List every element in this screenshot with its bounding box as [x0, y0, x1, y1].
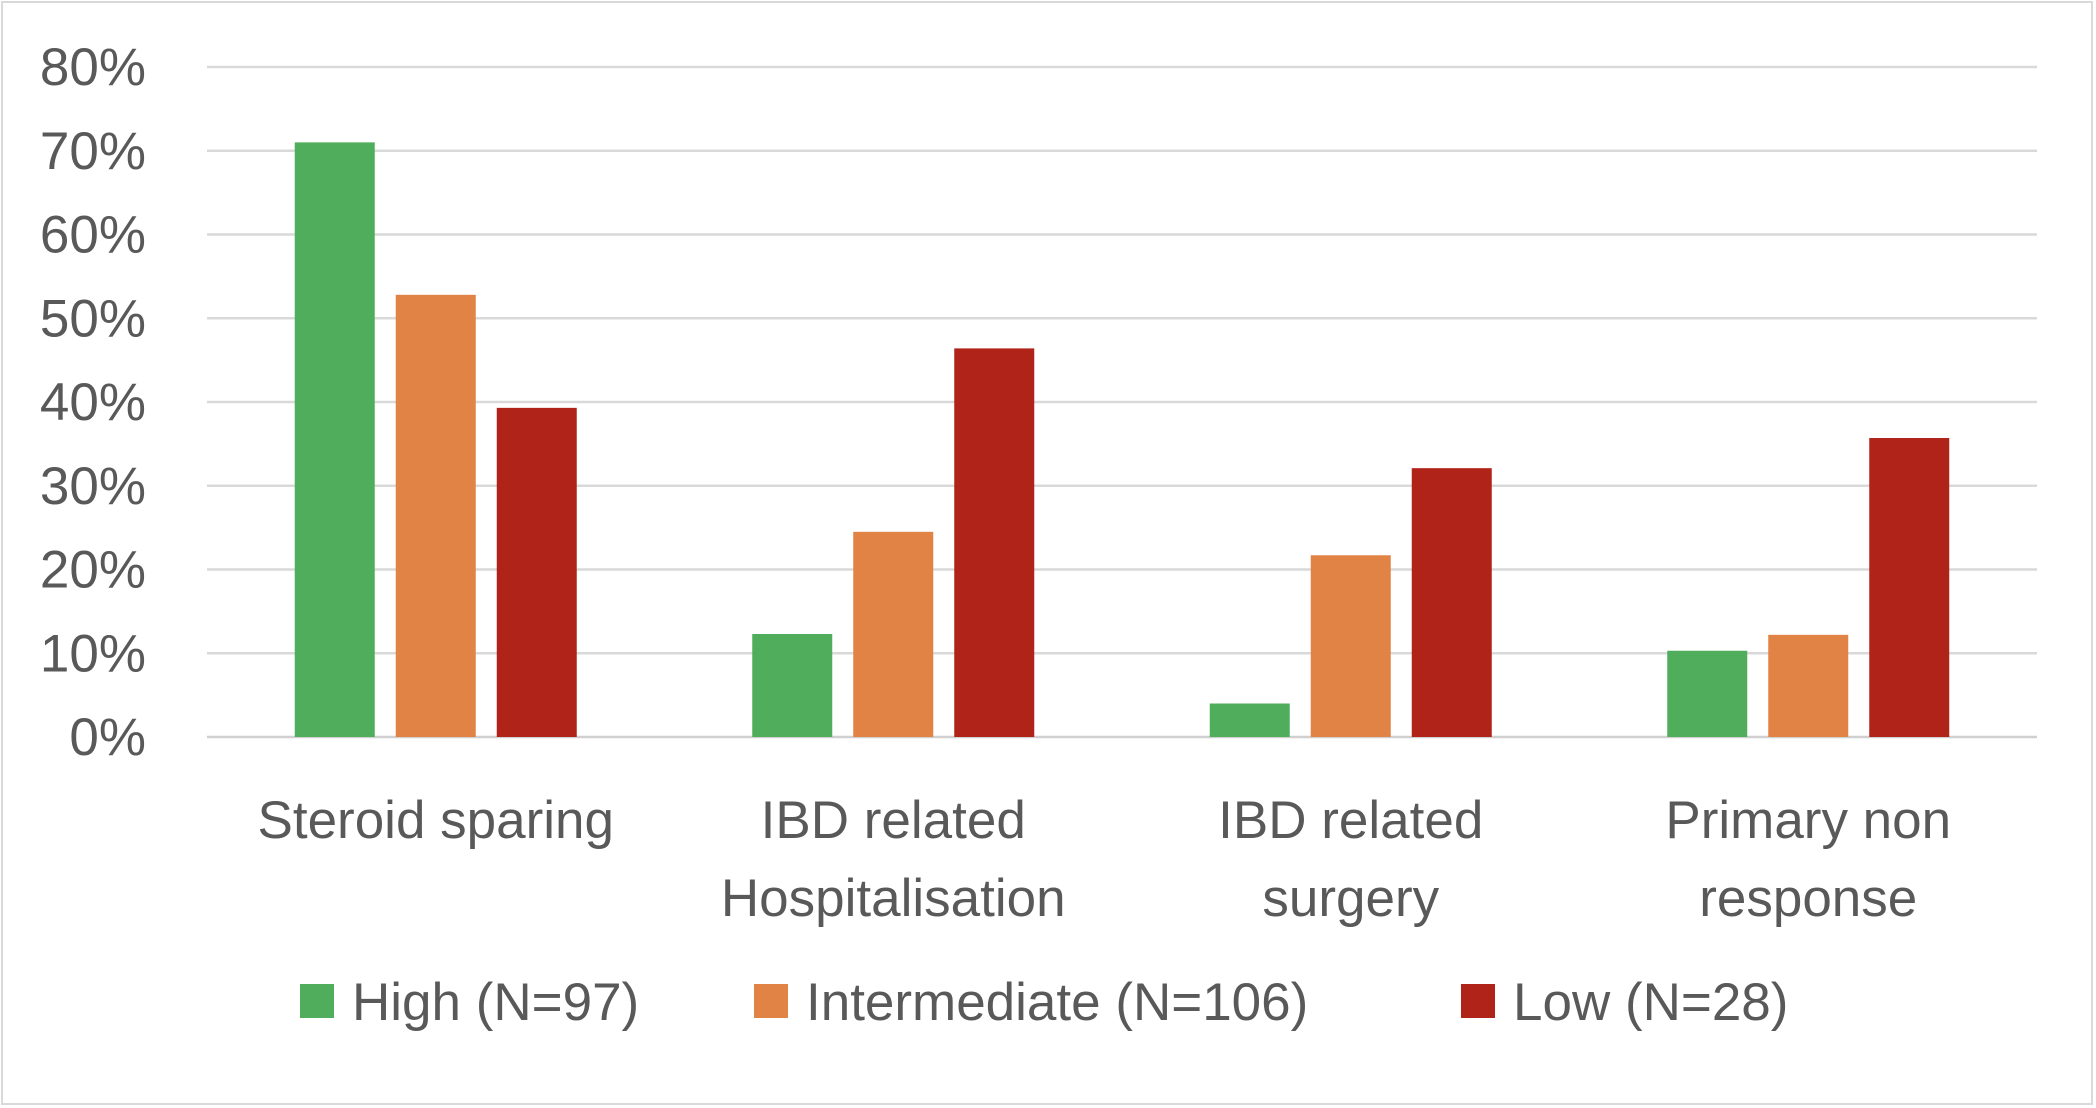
- bar: [752, 633, 833, 737]
- bars: [294, 142, 1950, 737]
- x-category-label: Steroid sparing: [258, 791, 614, 850]
- x-category-label: IBD related: [761, 791, 1026, 850]
- bar: [1667, 650, 1748, 737]
- y-tick-label: 10%: [40, 624, 146, 683]
- bar: [853, 531, 934, 737]
- legend-swatch: [754, 984, 788, 1018]
- y-axis-tick-labels: 0% 10% 20% 30% 40% 50% 60% 70% 80%: [40, 38, 146, 767]
- gridlines: [207, 65, 2037, 739]
- y-tick-label: 0%: [69, 708, 146, 767]
- x-category-label: Hospitalisation: [721, 869, 1066, 928]
- y-tick-label: 20%: [40, 541, 146, 600]
- y-tick-label: 70%: [40, 122, 146, 181]
- y-tick-label: 30%: [40, 457, 146, 516]
- y-tick-label: 80%: [40, 38, 146, 97]
- x-category-label: IBD related: [1218, 791, 1483, 850]
- y-tick-label: 40%: [40, 373, 146, 432]
- legend-label: Intermediate (N=106): [806, 973, 1308, 1032]
- bar: [496, 407, 577, 737]
- x-category-label: Primary non: [1665, 791, 1951, 850]
- bar: [294, 142, 375, 737]
- legend-swatch: [1461, 984, 1495, 1018]
- x-axis-category-labels: Steroid sparing IBD related Hospitalisatio…: [258, 791, 1952, 928]
- legend-label: High (N=97): [352, 973, 639, 1032]
- x-category-label: surgery: [1262, 869, 1439, 928]
- bar: [1768, 634, 1849, 737]
- bar: [1209, 703, 1290, 737]
- bar: [395, 294, 476, 737]
- legend-swatch: [300, 984, 334, 1018]
- x-category-label: response: [1699, 869, 1917, 928]
- bar: [954, 348, 1035, 737]
- bar: [1869, 438, 1950, 737]
- legend: High (N=97) Intermediate (N=106) Low (N=28…: [300, 973, 1788, 1032]
- bar: [1411, 468, 1492, 737]
- y-tick-label: 60%: [40, 206, 146, 265]
- legend-label: Low (N=28): [1513, 973, 1788, 1032]
- bar: [1310, 555, 1391, 737]
- y-tick-label: 50%: [40, 289, 146, 348]
